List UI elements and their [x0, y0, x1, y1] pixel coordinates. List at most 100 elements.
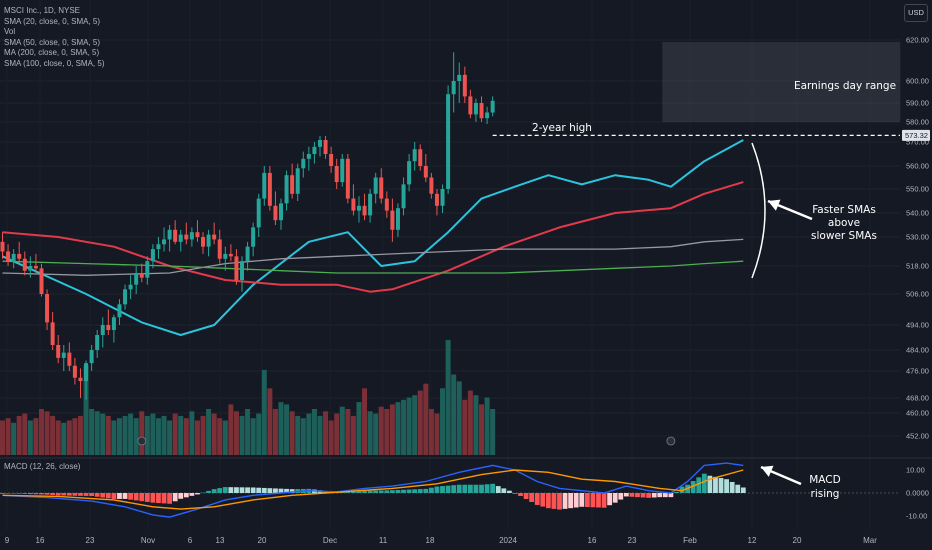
- macd-histogram-bar: [651, 493, 657, 498]
- volume-bar: [55, 420, 61, 455]
- x-tick-label: 16: [36, 536, 45, 545]
- volume-bar: [462, 399, 468, 455]
- macd-histogram-bar: [445, 485, 451, 493]
- macd-line: [2, 462, 744, 518]
- macd-histogram-bar: [473, 484, 479, 493]
- macd-histogram-bar: [551, 493, 557, 509]
- volume-bar: [428, 409, 434, 455]
- volume-bar: [473, 395, 479, 455]
- candle-body: [17, 253, 22, 259]
- candle-body: [206, 234, 211, 247]
- macd-histogram-bar: [55, 493, 61, 496]
- price-tick-label: 580.00: [906, 118, 929, 127]
- volume-bar: [66, 420, 72, 455]
- macd-histogram-bar: [740, 487, 746, 493]
- legend-sma100[interactable]: SMA (100, close, 0, SMA, 5): [4, 58, 105, 68]
- macd-histogram-bar: [0, 493, 5, 494]
- macd-legend[interactable]: MACD (12, 26, close): [4, 462, 81, 471]
- candle-body: [195, 232, 200, 237]
- macd-histogram-bar: [384, 490, 390, 493]
- sma-annotation-line1: Faster SMAs: [812, 204, 876, 216]
- volume-bar: [467, 390, 473, 455]
- macd-histogram-bar: [562, 493, 568, 509]
- price-tick-label: 518.00: [906, 262, 929, 271]
- candle-body: [290, 175, 295, 194]
- macd-histogram-bar: [50, 493, 56, 496]
- macd-histogram-bar: [495, 486, 501, 493]
- volume-bar: [11, 422, 17, 455]
- candle-body: [178, 234, 183, 242]
- macd-histogram-bar: [490, 483, 496, 493]
- volume-bar: [311, 409, 317, 455]
- candle-body: [306, 154, 311, 159]
- candle-body: [201, 237, 206, 247]
- price-tick-label: 494.00: [906, 321, 929, 330]
- macd-histogram-bar: [222, 487, 228, 493]
- volume-bar: [384, 409, 390, 455]
- candle-body: [440, 189, 445, 206]
- candle-body: [228, 253, 233, 257]
- candle-body: [301, 158, 306, 169]
- macd-histogram-bar: [534, 493, 540, 505]
- macd-tick-label: -10.00: [906, 512, 927, 521]
- legend-sma20[interactable]: SMA (20, close, 0, SMA, 5): [4, 16, 101, 26]
- macd-histogram-bar: [557, 493, 562, 510]
- macd-histogram-bar: [278, 488, 284, 493]
- volume-bar: [133, 418, 139, 455]
- x-tick-label: 9: [5, 536, 10, 545]
- macd-histogram-bar: [428, 487, 434, 493]
- macd-histogram-bar: [128, 493, 134, 500]
- two-year-high-annotation: 2-year high: [532, 122, 592, 134]
- candle-body: [56, 345, 61, 358]
- macd-histogram-bar: [707, 475, 713, 493]
- macd-histogram-bar: [200, 492, 206, 494]
- macd-histogram-bar: [434, 486, 440, 493]
- candle-body: [150, 249, 155, 262]
- macd-histogram-bar: [133, 493, 139, 501]
- candle-body: [189, 232, 194, 240]
- price-tick-label: 452.00: [906, 432, 929, 441]
- macd-histogram-bar: [267, 488, 273, 493]
- macd-histogram-bar: [161, 493, 167, 504]
- candle-body: [139, 273, 144, 278]
- volume-bar: [77, 415, 83, 455]
- earnings-marker: [666, 436, 676, 446]
- candle-body: [312, 146, 317, 154]
- candle-body: [156, 244, 161, 250]
- x-tick-label: 16: [588, 536, 597, 545]
- candle-body: [117, 304, 122, 318]
- volume-bar: [451, 374, 457, 455]
- macd-histogram-bar: [523, 493, 529, 499]
- candle-body: [39, 268, 44, 294]
- macd-histogram-bar: [245, 487, 250, 493]
- last-price-badge: [902, 129, 930, 141]
- candle-body: [368, 193, 373, 216]
- macd-histogram-bar: [417, 489, 423, 493]
- volume-bar: [278, 402, 284, 455]
- x-tick-label: 12: [748, 536, 757, 545]
- macd-histogram-bar: [484, 484, 490, 493]
- volume-bar: [456, 381, 462, 455]
- volume-bar: [94, 411, 100, 455]
- candle-body: [100, 325, 105, 335]
- macd-histogram-bar: [61, 493, 67, 496]
- macd-histogram-bar: [390, 490, 395, 493]
- macd-histogram-bar: [66, 493, 72, 496]
- volume-bar: [367, 411, 373, 455]
- macd-histogram-bar: [696, 477, 702, 493]
- ma-line-sma200: [2, 260, 744, 274]
- volume-bar: [0, 420, 5, 455]
- macd-histogram-bar: [690, 481, 696, 493]
- macd-histogram-bar: [623, 493, 629, 497]
- volume-bar: [289, 411, 295, 455]
- legend-sma50[interactable]: SMA (50, close, 0, SMA, 5): [4, 37, 101, 47]
- legend-ma200[interactable]: MA (200, close, 0, SMA, 5): [4, 48, 100, 58]
- legend-volume[interactable]: Vol: [4, 27, 16, 37]
- currency-button[interactable]: USD: [904, 4, 928, 22]
- macd-histogram-bar: [89, 493, 95, 497]
- macd-histogram-bar: [657, 493, 663, 498]
- volume-bar: [183, 418, 189, 455]
- candle-body: [123, 289, 128, 305]
- volume-bar: [245, 409, 251, 455]
